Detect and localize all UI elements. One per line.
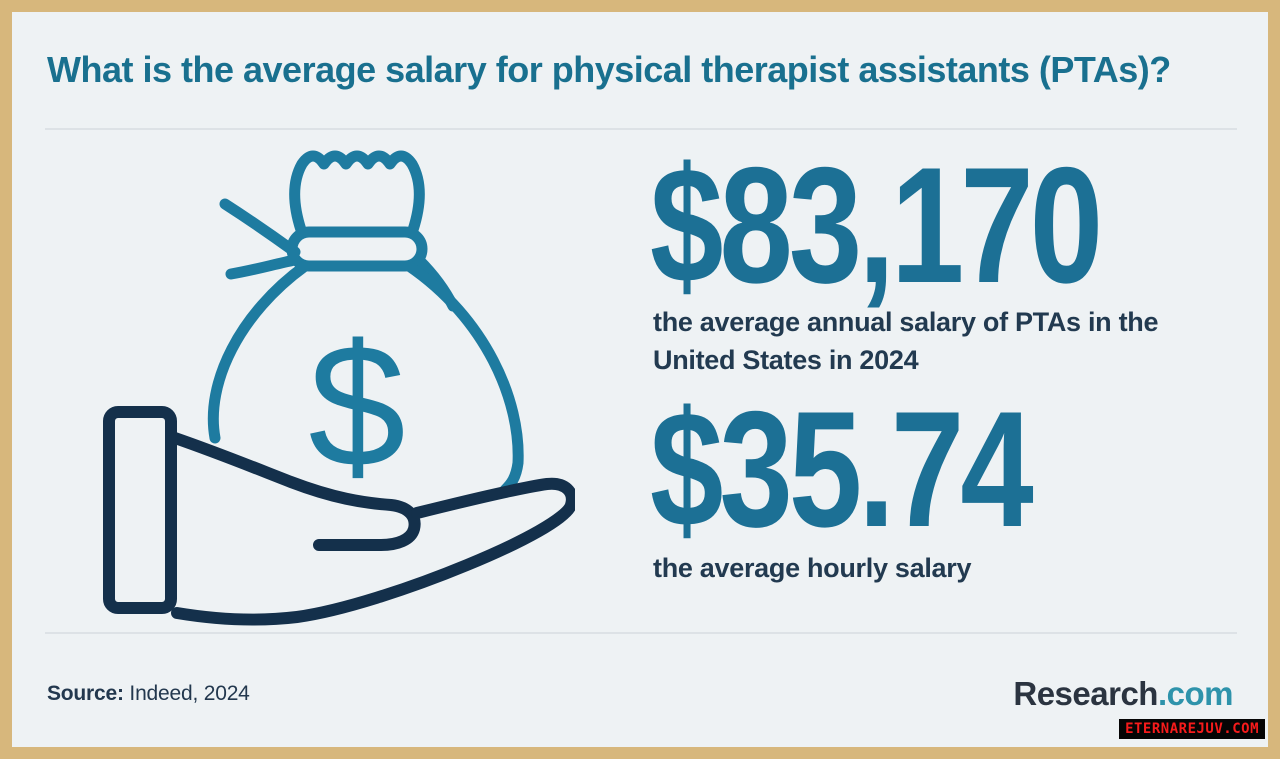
brand-name: Research [1013, 675, 1158, 712]
money-bag-icon: $ [207, 150, 524, 504]
source-attribution: Source: Indeed, 2024 [47, 682, 250, 706]
hand-icon [103, 406, 575, 626]
source-label: Source: [47, 682, 124, 705]
brand-tld: .com [1157, 675, 1234, 712]
page-title: What is the average salary for physical … [47, 49, 1171, 90]
divider-top [45, 128, 1237, 130]
annual-salary-value: $83,170 [650, 133, 1103, 317]
watermark-badge: ETERNAREJUV.COM [1119, 719, 1265, 739]
divider-bottom [45, 632, 1237, 634]
money-bag-in-hand-illustration: $ [103, 150, 575, 626]
brand-logo: Research.com [1013, 675, 1233, 713]
hourly-salary-value: $35.74 [650, 377, 1034, 561]
hourly-salary-description: the average hourly salary [653, 553, 972, 583]
dollar-sign-glyph: $ [308, 309, 405, 504]
source-text: Indeed, 2024 [123, 682, 250, 705]
annual-salary-description: the average annual salary of PTAs in the… [653, 307, 1159, 375]
